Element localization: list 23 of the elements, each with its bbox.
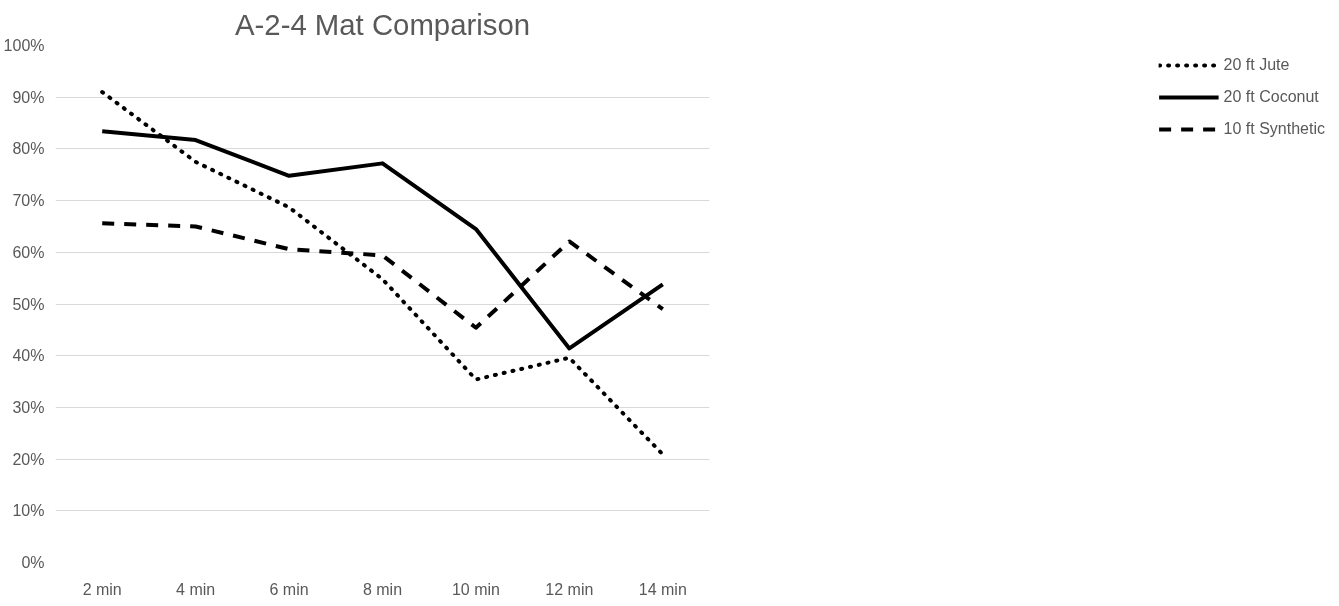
y-tick-label: 90% <box>12 88 45 106</box>
x-tick-label: 14 min <box>638 580 687 598</box>
y-tick-label: 70% <box>12 192 45 210</box>
legend-label: 20 ft Coconut <box>1223 88 1319 106</box>
y-tick-label: 60% <box>12 243 45 261</box>
x-tick-label: 6 min <box>269 580 309 598</box>
y-tick-label: 0% <box>21 554 45 571</box>
line-series <box>100 90 665 457</box>
y-tick-label: 20% <box>12 450 45 468</box>
y-tick-label: 30% <box>12 398 45 416</box>
y-tick-label: 40% <box>12 347 45 365</box>
x-tick-label: 10 min <box>451 580 500 598</box>
legend-label: 20 ft Jute <box>1223 56 1290 74</box>
y-tick-label: 10% <box>12 502 45 520</box>
y-tick-label: 100% <box>3 37 45 54</box>
x-tick-label: 2 min <box>82 580 122 598</box>
chart-title: A-2-4 Mat Comparison <box>234 7 531 41</box>
y-tick-label: 50% <box>12 295 45 313</box>
x-tick-label: 12 min <box>545 580 594 598</box>
x-tick-label: 4 min <box>176 580 216 598</box>
legend-label: 10 ft Synthetic <box>1223 120 1325 138</box>
y-tick-label: 80% <box>12 140 45 158</box>
x-tick-label: 8 min <box>362 580 403 598</box>
